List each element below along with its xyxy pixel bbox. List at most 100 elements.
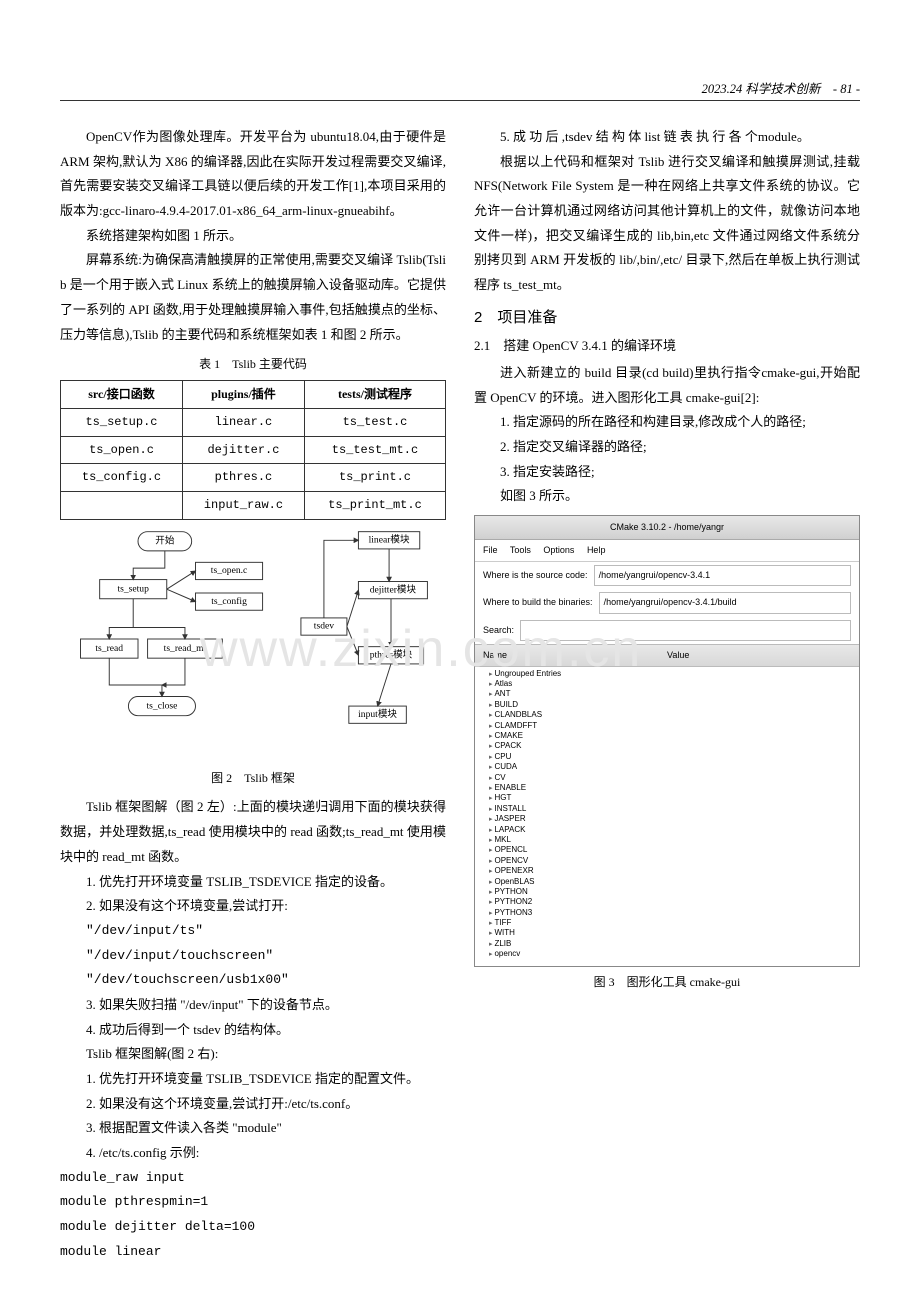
section-heading: 2 项目准备 — [474, 304, 860, 333]
code-line: module linear — [60, 1240, 446, 1265]
body-para: Tslib 框架图解（图 2 左）:上面的模块递归调用下面的模块获得数据，并处理… — [60, 795, 446, 869]
th: src/接口函数 — [61, 380, 183, 408]
fig-caption: 图 2 Tslib 框架 — [60, 767, 446, 790]
code-line: "/dev/input/touchscreen" — [60, 944, 446, 969]
svg-text:dejitter模块: dejitter模块 — [370, 583, 417, 595]
src-label: Where is the source code: — [483, 567, 588, 584]
entry-item[interactable]: LAPACK — [483, 825, 851, 835]
body-para: 如图 3 所示。 — [474, 484, 860, 509]
svg-text:开始: 开始 — [155, 534, 175, 546]
code-line: "/dev/touchscreen/usb1x00" — [60, 968, 446, 993]
entry-item[interactable]: MKL — [483, 835, 851, 845]
td: linear.c — [182, 408, 304, 436]
entry-item[interactable]: HGT — [483, 793, 851, 803]
td: ts_setup.c — [61, 408, 183, 436]
entry-item[interactable]: TIFF — [483, 918, 851, 928]
entry-item[interactable]: CUDA — [483, 762, 851, 772]
entry-item[interactable]: OPENEXR — [483, 866, 851, 876]
svg-text:pthres模块: pthres模块 — [370, 648, 413, 660]
td: pthres.c — [182, 464, 304, 492]
subsection-heading: 2.1 搭建 OpenCV 3.4.1 的编译环境 — [474, 334, 860, 359]
menu-bar: File Tools Options Help — [475, 540, 859, 562]
code-line: module_raw input — [60, 1166, 446, 1191]
td: dejitter.c — [182, 436, 304, 464]
list-item: 2. 如果没有这个环境变量,尝试打开:/etc/ts.conf。 — [60, 1092, 446, 1117]
table-caption: 表 1 Tslib 主要代码 — [60, 353, 446, 376]
col-value: Value — [667, 647, 851, 664]
menu-item[interactable]: Options — [543, 545, 574, 555]
entry-item[interactable]: WITH — [483, 928, 851, 938]
th: tests/测试程序 — [304, 380, 445, 408]
entry-item[interactable]: ZLIB — [483, 939, 851, 949]
td: ts_open.c — [61, 436, 183, 464]
cmake-screenshot: CMake 3.10.2 - /home/yangr File Tools Op… — [474, 515, 860, 967]
entry-item[interactable]: OpenBLAS — [483, 877, 851, 887]
svg-text:ts_read: ts_read — [95, 643, 123, 654]
entry-item[interactable]: CLAMDFFT — [483, 721, 851, 731]
svg-text:linear模块: linear模块 — [369, 533, 410, 545]
bin-input[interactable]: /home/yangrui/opencv-3.4.1/build — [599, 592, 851, 613]
code-line: "/dev/input/ts" — [60, 919, 446, 944]
svg-text:ts_setup: ts_setup — [118, 583, 150, 594]
window-title: CMake 3.10.2 - /home/yangr — [475, 516, 859, 540]
menu-item[interactable]: Tools — [510, 545, 531, 555]
td: input_raw.c — [182, 492, 304, 520]
entry-item[interactable]: CPU — [483, 752, 851, 762]
svg-text:ts_close: ts_close — [147, 700, 178, 711]
list-item: 2. 指定交叉编译器的路径; — [474, 435, 860, 460]
list-item: 3. 指定安装路径; — [474, 460, 860, 485]
entry-item[interactable]: OPENCL — [483, 845, 851, 855]
th: plugins/插件 — [182, 380, 304, 408]
body-para: 屏幕系统:为确保高清触摸屏的正常使用,需要交叉编译 Tslib(Tslib 是一… — [60, 248, 446, 347]
entry-item[interactable]: ANT — [483, 689, 851, 699]
list-item: 4. 成功后得到一个 tsdev 的结构体。 — [60, 1018, 446, 1043]
entry-item[interactable]: Ungrouped Entries — [483, 669, 851, 679]
entry-item[interactable]: PYTHON3 — [483, 908, 851, 918]
search-label: Search: — [483, 622, 514, 639]
entry-item[interactable]: OPENCV — [483, 856, 851, 866]
list-item: 1. 指定源码的所在路径和构建目录,修改成个人的路径; — [474, 410, 860, 435]
entry-item[interactable]: ENABLE — [483, 783, 851, 793]
src-input[interactable]: /home/yangrui/opencv-3.4.1 — [594, 565, 851, 586]
td: ts_print.c — [304, 464, 445, 492]
page-header: 2023.24 科学技术创新 - 81 - — [702, 78, 860, 102]
entry-item[interactable]: CV — [483, 773, 851, 783]
list-item: 5. 成 功 后 ,tsdev 结 构 体 list 链 表 执 行 各 个mo… — [474, 125, 860, 150]
journal-name: 2023.24 科学技术创新 — [702, 82, 821, 96]
entry-item[interactable]: BUILD — [483, 700, 851, 710]
entry-item[interactable]: CPACK — [483, 741, 851, 751]
svg-text:ts_open.c: ts_open.c — [211, 565, 247, 576]
list-item: 3. 根据配置文件读入各类 "module" — [60, 1116, 446, 1141]
svg-text:input模块: input模块 — [358, 708, 397, 720]
search-input[interactable] — [520, 620, 851, 641]
menu-item[interactable]: File — [483, 545, 498, 555]
list-item: 1. 优先打开环境变量 TSLIB_TSDEVICE 指定的配置文件。 — [60, 1067, 446, 1092]
body-para: Tslib 框架图解(图 2 右): — [60, 1042, 446, 1067]
svg-text:tsdev: tsdev — [314, 621, 334, 632]
entry-item[interactable]: opencv — [483, 949, 851, 959]
body-para: 系统搭建架构如图 1 所示。 — [60, 224, 446, 249]
list-header: Name Value — [475, 644, 859, 667]
tslib-code-table: src/接口函数 plugins/插件 tests/测试程序 ts_setup.… — [60, 380, 446, 520]
fig-caption: 图 3 图形化工具 cmake-gui — [474, 971, 860, 994]
td: ts_config.c — [61, 464, 183, 492]
entry-item[interactable]: PYTHON2 — [483, 897, 851, 907]
bin-label: Where to build the binaries: — [483, 594, 593, 611]
entry-item[interactable]: Atlas — [483, 679, 851, 689]
list-item: 2. 如果没有这个环境变量,尝试打开: — [60, 894, 446, 919]
entry-item[interactable]: INSTALL — [483, 804, 851, 814]
entry-item[interactable]: CMAKE — [483, 731, 851, 741]
svg-text:ts_read_mt: ts_read_mt — [164, 643, 207, 654]
entry-item[interactable]: JASPER — [483, 814, 851, 824]
td: ts_test.c — [304, 408, 445, 436]
body-para: 根据以上代码和框架对 Tslib 进行交叉编译和触摸屏测试,挂载 NFS(Net… — [474, 150, 860, 298]
list-item: 1. 优先打开环境变量 TSLIB_TSDEVICE 指定的设备。 — [60, 870, 446, 895]
entry-item[interactable]: PYTHON — [483, 887, 851, 897]
menu-item[interactable]: Help — [587, 545, 606, 555]
page-number: - 81 - — [833, 82, 860, 96]
td: ts_print_mt.c — [304, 492, 445, 520]
header-rule — [60, 100, 860, 101]
body-para: OpenCV作为图像处理库。开发平台为 ubuntu18.04,由于硬件是 AR… — [60, 125, 446, 224]
list-item: 3. 如果失败扫描 "/dev/input" 下的设备节点。 — [60, 993, 446, 1018]
entry-item[interactable]: CLANDBLAS — [483, 710, 851, 720]
